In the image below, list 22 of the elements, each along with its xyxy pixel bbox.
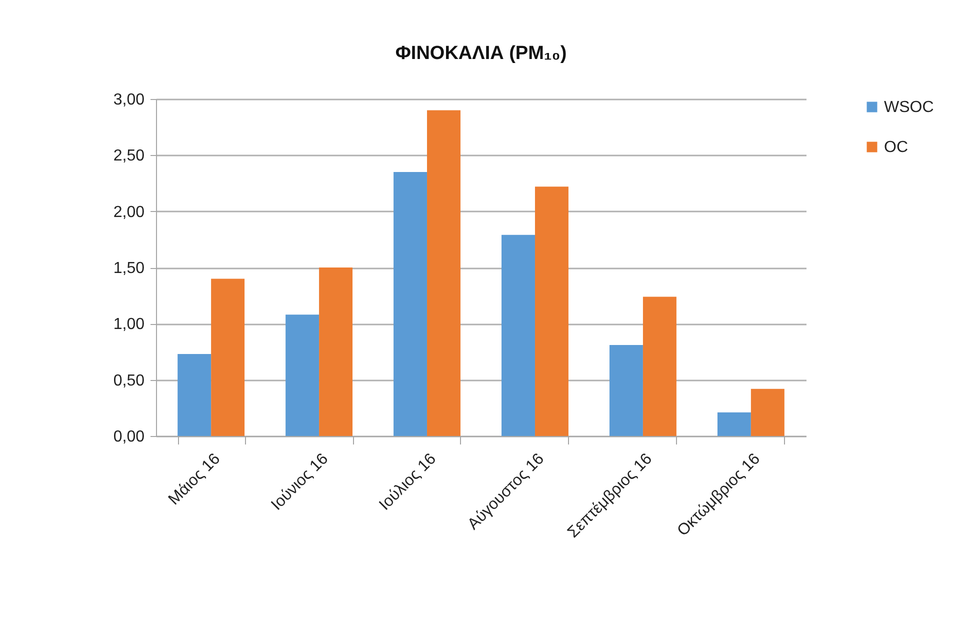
legend-label: WSOC [884, 99, 934, 116]
bar [717, 412, 751, 436]
bar [319, 268, 353, 436]
bar [642, 296, 676, 436]
bar [427, 110, 460, 436]
chart-title: ΦΙΝΟΚΑΛΙΑ (PM₁₀) [395, 43, 567, 64]
bar [609, 345, 643, 436]
y-tick-label: 2,00 [113, 204, 145, 221]
y-tick-label: 1,50 [113, 260, 145, 277]
legend-label: OC [884, 139, 908, 156]
y-tick-label: 1,00 [113, 316, 145, 334]
bar [394, 172, 428, 436]
bar [211, 278, 245, 436]
bar [750, 388, 784, 436]
bar [534, 186, 568, 436]
bar [502, 234, 535, 436]
y-tick-label: 0,00 [113, 428, 145, 446]
y-tick-label: 0,50 [113, 372, 145, 390]
y-tick-label: 2,50 [113, 148, 145, 165]
bar [286, 314, 320, 436]
y-tick-label: 3,00 [113, 92, 145, 108]
bar [178, 354, 212, 436]
